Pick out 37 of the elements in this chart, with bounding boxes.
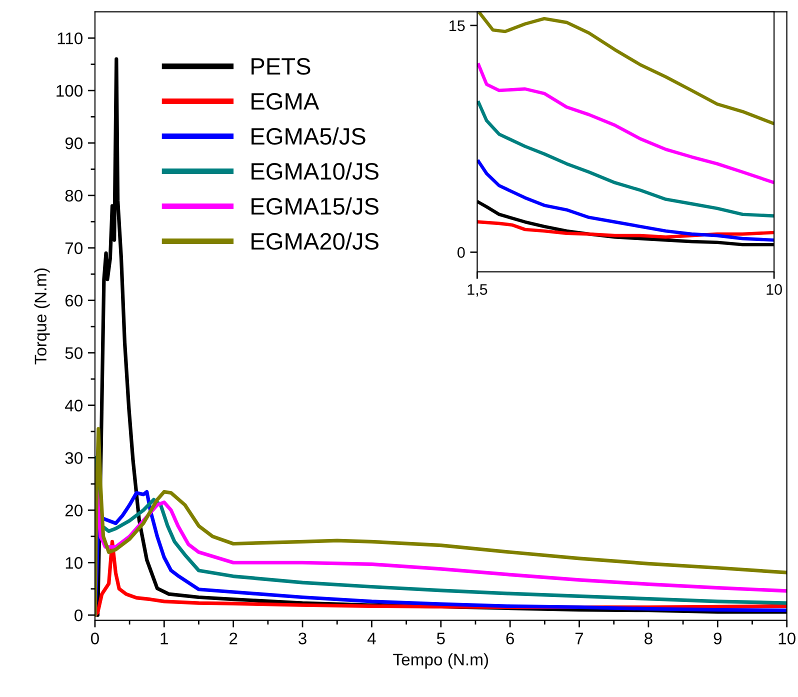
x-tick-label: 6 [506, 632, 514, 644]
y-tick-label: 30 [65, 452, 83, 464]
x-tick-label: 8 [644, 632, 652, 644]
legend-label: EGMA10/JS [252, 162, 378, 180]
x-tick-label: 3 [298, 632, 306, 644]
line-series [477, 220, 774, 239]
legend-label: PETS [252, 58, 310, 75]
y-tick-label: 90 [65, 137, 83, 150]
y-tick-label: 0 [74, 609, 83, 622]
x-tick-label: 1,5 [468, 284, 488, 297]
x-tick-label: 2 [230, 632, 238, 644]
legend-label: EGMA20/JS [252, 232, 378, 250]
y-tick-label: 100 [56, 84, 83, 97]
y-tick-label: 15 [450, 20, 465, 32]
legend-label: EGMA15/JS [252, 197, 378, 215]
y-tick-label: 80 [65, 190, 83, 202]
line-series [477, 63, 774, 184]
x-tick-label: 4 [367, 632, 376, 644]
x-tick-label: 5 [436, 632, 445, 644]
x-tick-label: 9 [714, 632, 722, 644]
x-tick-label: 7 [575, 632, 584, 644]
line-series [477, 100, 774, 218]
y-tick-label: 50 [65, 347, 83, 360]
y-tick-label: 10 [66, 557, 83, 569]
x-axis-title: Tempo (N.m) [393, 653, 488, 669]
y-tick-label: 110 [58, 32, 83, 44]
y-tick-label: 40 [65, 400, 83, 412]
legend-label: EGMA [252, 93, 320, 110]
y-tick-label: 70 [65, 242, 83, 254]
x-tick-label: 10 [778, 632, 796, 644]
y-tick-label: 20 [65, 504, 83, 516]
line-series [477, 160, 774, 242]
legend-label: EGMA5/JS [252, 127, 366, 145]
x-tick-label: 0 [90, 632, 99, 644]
y-tick-label: 60 [65, 294, 83, 307]
x-tick-label: 1 [160, 632, 168, 644]
y-axis-title: Torque (N.m) [34, 268, 50, 364]
